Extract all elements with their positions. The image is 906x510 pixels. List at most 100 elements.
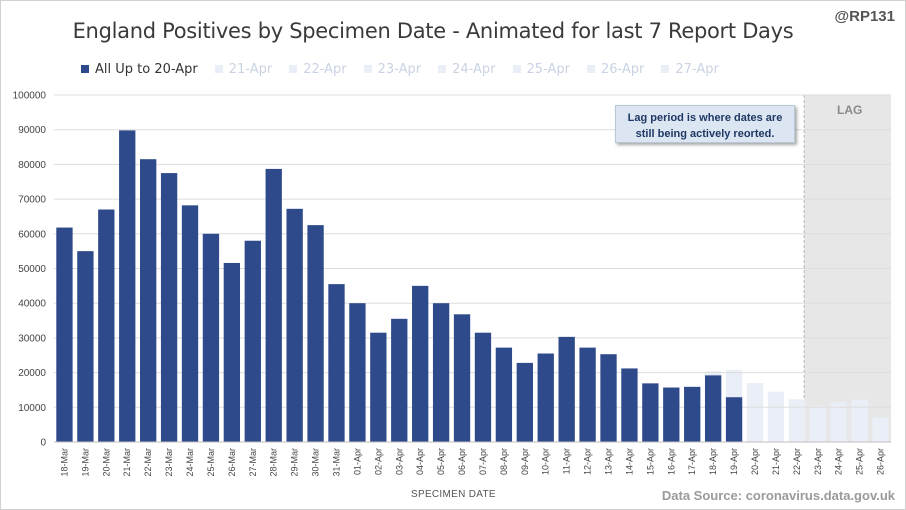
x-tick-label: 24-Apr: [834, 448, 844, 475]
data-source: Data Source: coronavirus.data.gov.uk: [661, 488, 895, 503]
y-tick-label: 80000: [18, 160, 46, 171]
legend-item: 27-Apr: [661, 61, 719, 77]
bar-later: [872, 417, 889, 442]
x-tick-label: 13-Apr: [604, 448, 614, 475]
legend-swatch: [512, 65, 521, 73]
x-tick-label: 27-Mar: [248, 448, 258, 477]
x-tick-label: 28-Mar: [269, 448, 279, 477]
bar-primary: [579, 347, 596, 442]
bar-primary: [537, 353, 554, 442]
bar-primary: [328, 284, 345, 442]
x-tick-label: 17-Apr: [687, 448, 697, 475]
legend-item: 22-Apr: [289, 61, 347, 77]
bar-primary: [412, 285, 429, 442]
bar-primary: [370, 332, 387, 442]
x-tick-label: 24-Mar: [185, 448, 195, 477]
x-tick-label: 23-Mar: [164, 448, 174, 477]
x-tick-label: 01-Apr: [352, 448, 362, 475]
legend-label: 26-Apr: [600, 61, 645, 77]
chart-legend: All Up to 20-Apr 21-Apr 22-Apr 23-Apr 24-Apr…: [81, 61, 736, 77]
bar-primary: [704, 375, 722, 442]
x-tick-label: 02-Apr: [373, 448, 383, 475]
x-tick-label: 08-Apr: [499, 448, 509, 475]
legend-swatch: [438, 65, 447, 73]
bar-primary: [56, 227, 73, 442]
legend-item: All Up to 20-Apr: [81, 62, 198, 77]
bar-primary: [119, 130, 136, 443]
legend-label: 21-Apr: [228, 61, 273, 77]
bar-primary: [453, 314, 471, 442]
bar-primary: [140, 159, 157, 442]
x-tick-label: 20-Mar: [101, 448, 111, 477]
y-tick-label: 20000: [18, 368, 46, 379]
bar-primary: [558, 336, 575, 442]
bar-primary: [202, 233, 220, 442]
legend-item: 26-Apr: [586, 61, 645, 77]
bar-later: [746, 383, 764, 442]
author-handle: @RP131: [834, 8, 896, 25]
legend-swatch: [289, 65, 298, 73]
bar-primary: [223, 262, 241, 442]
lag-note-line-1: Lag period is where dates are: [627, 112, 783, 124]
legend-label: 27-Apr: [675, 61, 719, 77]
bar-primary: [600, 354, 617, 442]
x-tick-label: 09-Apr: [520, 448, 530, 475]
bar-primary: [286, 208, 303, 442]
lag-note: Lag period is where dates are still bein…: [615, 105, 795, 143]
legend-item: 23-Apr: [363, 61, 422, 77]
x-tick-label: 16-Apr: [666, 448, 676, 475]
bar-primary: [160, 173, 178, 442]
bar-primary: [265, 168, 282, 442]
lag-note-line-2: still being actively reorted.: [635, 128, 775, 140]
legend-label: 22-Apr: [303, 61, 347, 77]
legend-item: 25-Apr: [512, 61, 570, 77]
bar-primary: [516, 362, 533, 442]
x-tick-label: 18-Apr: [708, 448, 718, 475]
x-tick-label: 26-Mar: [227, 448, 237, 477]
x-tick-label: 21-Apr: [771, 448, 781, 475]
legend-swatch: [214, 65, 223, 73]
bar-primary: [621, 368, 638, 442]
y-tick-label: 60000: [18, 229, 46, 240]
x-tick-label: 06-Apr: [457, 448, 467, 475]
x-tick-label: 18-Mar: [59, 448, 69, 477]
x-tick-label: 22-Mar: [143, 448, 153, 477]
legend-label: 23-Apr: [377, 61, 422, 77]
legend-swatch: [661, 65, 670, 73]
bar-later: [788, 399, 805, 442]
x-tick-label: 10-Apr: [541, 448, 551, 475]
x-tick-label: 03-Apr: [394, 448, 404, 475]
x-tick-label: 26-Apr: [876, 448, 886, 475]
x-tick-label: 21-Mar: [122, 448, 132, 477]
bar-later: [830, 402, 847, 442]
x-tick-label: 14-Apr: [624, 448, 634, 475]
bar-primary: [663, 387, 680, 442]
y-tick-label: 100000: [13, 91, 47, 102]
bar-primary: [391, 318, 408, 442]
legend-item: 21-Apr: [214, 61, 273, 77]
y-tick-label: 10000: [18, 403, 46, 414]
x-tick-label: 12-Apr: [583, 448, 593, 475]
x-tick-label: 25-Mar: [206, 448, 216, 477]
bar-primary: [181, 205, 199, 442]
bar-later: [767, 391, 785, 442]
legend-swatch: [363, 65, 372, 73]
bar-later: [851, 399, 868, 442]
bar-primary: [98, 209, 115, 442]
legend-label: All Up to 20-Apr: [95, 61, 198, 77]
y-tick-label: 50000: [18, 264, 46, 275]
bar-primary: [495, 347, 513, 442]
bar-primary: [349, 303, 366, 442]
legend-label: 25-Apr: [526, 61, 570, 77]
legend-label: 24-Apr: [452, 61, 496, 77]
x-tick-label: 04-Apr: [415, 448, 425, 475]
y-tick-label: 90000: [18, 125, 46, 136]
bar-primary: [77, 251, 94, 442]
x-tick-label: 11-Apr: [562, 448, 572, 474]
bar-primary: [684, 386, 701, 442]
legend-swatch: [586, 65, 595, 73]
x-tick-label: 19-Mar: [80, 448, 90, 477]
x-tick-label: 30-Mar: [311, 448, 321, 477]
lag-label: LAG: [837, 103, 863, 117]
